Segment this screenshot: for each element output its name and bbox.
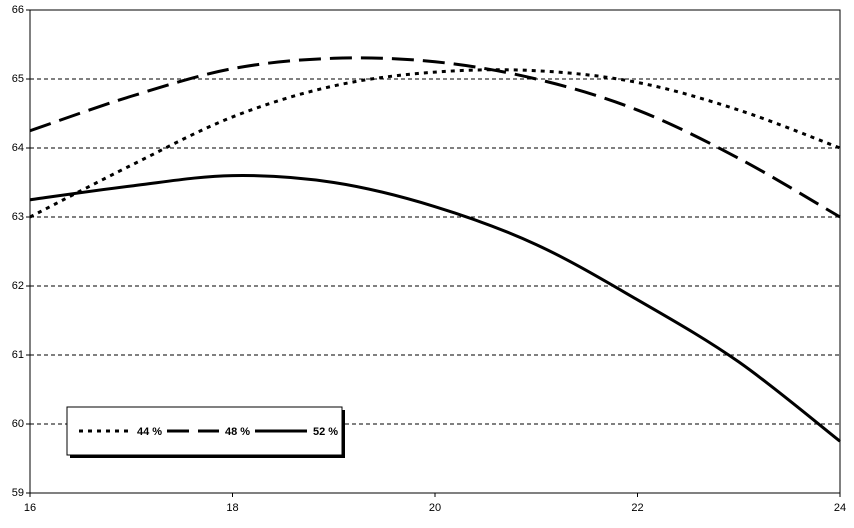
plot-frame (29, 9, 841, 494)
y-tick-label: 61 (12, 349, 24, 361)
y-tick-label: 66 (12, 4, 24, 16)
series-line (29, 56, 841, 219)
legend-label: 44 % (137, 426, 162, 438)
legend-label: 52 % (313, 426, 338, 438)
x-tick-label: 20 (429, 502, 441, 514)
x-tick-label: 22 (631, 502, 643, 514)
x-tick-label: 16 (24, 502, 36, 514)
y-tick-label: 59 (12, 487, 24, 499)
series-line (29, 68, 841, 219)
x-tick-label: 18 (226, 502, 238, 514)
y-tick-label: 62 (12, 280, 24, 292)
legend: 44 % 48 % 52 % (66, 406, 345, 458)
series-line (29, 174, 841, 443)
y-tick-label: 63 (12, 211, 24, 223)
x-tick-label: 24 (834, 502, 846, 514)
legend-label: 48 % (225, 426, 250, 438)
y-tick-label: 65 (12, 73, 24, 85)
y-tick-label: 60 (12, 418, 24, 430)
y-tick-label: 64 (12, 142, 24, 154)
